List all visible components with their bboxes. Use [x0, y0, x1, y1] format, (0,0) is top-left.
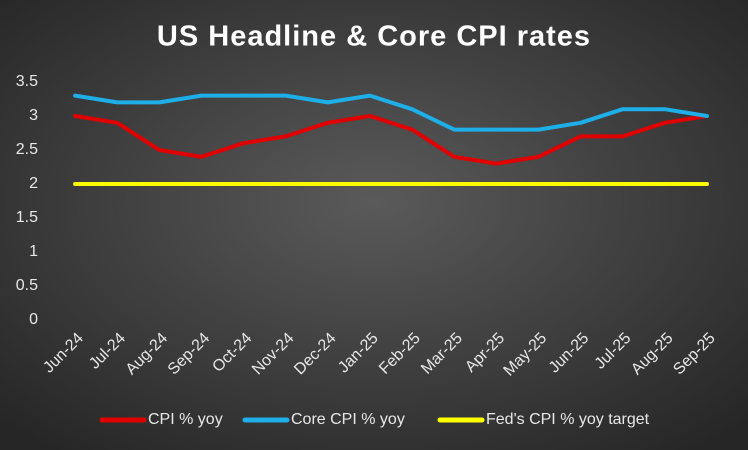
- y-tick-label: 0.5: [16, 277, 38, 294]
- y-tick-label: 3.5: [16, 73, 38, 90]
- y-tick-label: 0: [29, 311, 38, 328]
- y-tick-label: 2: [29, 175, 38, 192]
- y-tick-label: 3: [29, 107, 38, 124]
- series-line: [73, 114, 709, 166]
- chart-title: US Headline & Core CPI rates: [157, 21, 591, 53]
- legend-label: Core CPI % yoy: [291, 411, 405, 428]
- legend-label: CPI % yoy: [148, 411, 223, 428]
- y-tick-label: 1.5: [16, 209, 38, 226]
- y-tick-label: 1: [29, 243, 38, 260]
- y-tick-label: 2.5: [16, 141, 38, 158]
- series-line: [73, 93, 709, 132]
- legend-label: Fed's CPI % yoy target: [486, 411, 650, 428]
